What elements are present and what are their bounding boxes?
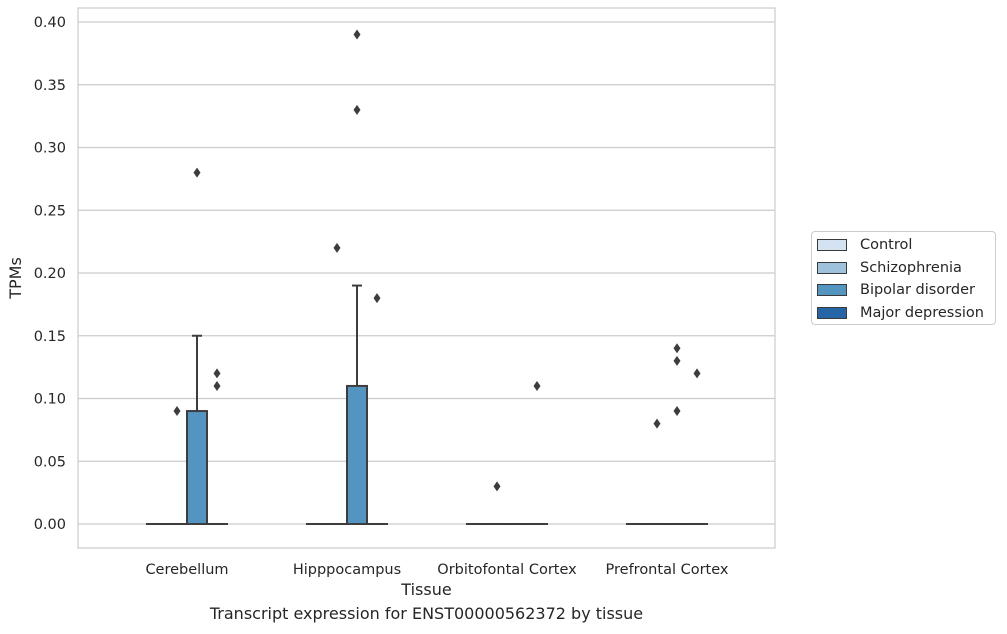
y-tick-label: 0.05: [34, 454, 66, 470]
plot-frame: [77, 7, 776, 549]
outlier-point: [353, 104, 361, 115]
y-tick-label: 0.00: [34, 517, 66, 533]
legend-item-schizophrenia: Schizophrenia: [817, 258, 962, 278]
outlier-point: [673, 343, 681, 354]
legend-item-bipolar-disorder: Bipolar disorder: [817, 280, 975, 300]
outlier-point: [673, 406, 681, 417]
legend-swatch-major-depression: [817, 307, 847, 319]
x-tick-label: Orbitofontal Cortex: [437, 562, 577, 578]
box: [346, 384, 368, 526]
outlier-point: [333, 242, 341, 253]
x-tick-labels: Cerebellum Hipppocampus Orbitofontal Corte…: [145, 562, 728, 578]
legend-swatch-schizophrenia: [817, 262, 847, 274]
y-tick-labels: 0.00 0.05 0.10 0.15 0.20 0.25 0.30 0.35 0.40: [34, 15, 66, 533]
outlier-point: [353, 29, 361, 40]
grid-lines: [78, 21, 775, 525]
outlier-point: [213, 368, 221, 379]
outlier-point: [193, 167, 201, 178]
y-tick-label: 0.40: [34, 15, 66, 31]
legend-label-schizophrenia: Schizophrenia: [860, 260, 962, 276]
y-tick-label: 0.20: [34, 266, 66, 282]
outlier-point: [373, 293, 381, 304]
outlier-point: [213, 380, 221, 391]
box: [186, 410, 208, 525]
box-elements: [146, 29, 708, 526]
outlier-point: [653, 418, 661, 429]
outlier-point: [533, 380, 541, 391]
x-tick-label: Hipppocampus: [293, 562, 401, 578]
y-axis-label: TPMs: [6, 257, 25, 300]
chart-caption: Transcript expression for ENST0000056237…: [209, 604, 644, 623]
outlier-point: [173, 406, 181, 417]
outlier-point: [493, 481, 501, 492]
legend-swatch-bipolar-disorder: [817, 284, 847, 296]
x-tick-label: Cerebellum: [145, 562, 228, 578]
outlier-point: [673, 355, 681, 366]
outlier-point: [693, 368, 701, 379]
x-axis-label: Tissue: [400, 580, 451, 599]
legend-swatch-control: [817, 239, 847, 251]
y-tick-label: 0.15: [34, 329, 66, 345]
legend: Control Schizophrenia Bipolar disorder M…: [811, 231, 996, 325]
y-tick-label: 0.30: [34, 141, 66, 157]
legend-item-control: Control: [817, 235, 912, 255]
legend-label-control: Control: [860, 237, 913, 253]
x-tick-label: Prefrontal Cortex: [606, 562, 729, 578]
y-tick-label: 0.25: [34, 203, 66, 219]
y-tick-label: 0.35: [34, 78, 66, 94]
legend-label-major-depression: Major depression: [860, 305, 984, 321]
legend-label-bipolar-disorder: Bipolar disorder: [860, 282, 975, 298]
y-tick-label: 0.10: [34, 392, 66, 408]
legend-item-major-depression: Major depression: [817, 303, 984, 323]
